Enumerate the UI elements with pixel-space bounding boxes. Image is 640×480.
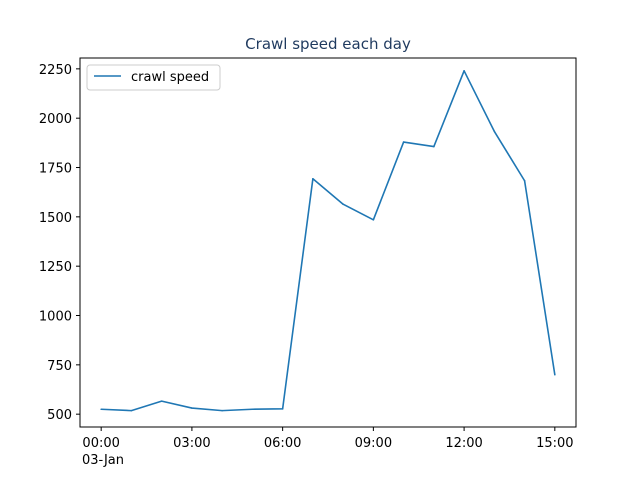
y-tick-label: 500 bbox=[47, 408, 72, 423]
data-point bbox=[342, 203, 344, 206]
data-point bbox=[312, 177, 314, 180]
legend-box bbox=[86, 64, 221, 91]
x-axis: 00:00 03:00 06:00 09:00 12:00 15:00 bbox=[82, 427, 574, 451]
x-tick-label: 00:00 bbox=[82, 436, 119, 451]
series-layer bbox=[100, 70, 556, 412]
x-tick-label: 09:00 bbox=[355, 436, 392, 451]
x-date-label: 03-Jan bbox=[82, 453, 124, 468]
y-tick-label: 1750 bbox=[39, 162, 72, 177]
y-axis: 500 750 1000 1250 1500 1750 2000 2250 bbox=[39, 63, 80, 423]
legend: crawl speed bbox=[86, 64, 221, 91]
data-point bbox=[281, 408, 284, 410]
data-point bbox=[433, 145, 435, 148]
x-tick-label: 03:00 bbox=[173, 436, 210, 451]
y-tick-label: 750 bbox=[47, 359, 72, 374]
data-point bbox=[554, 373, 556, 376]
y-tick-label: 1000 bbox=[39, 310, 72, 325]
x-tick-label: 06:00 bbox=[264, 436, 301, 451]
data-point bbox=[100, 408, 102, 411]
data-point bbox=[402, 141, 405, 143]
x-tick-label: 12:00 bbox=[445, 436, 482, 451]
plot-frame bbox=[79, 57, 577, 428]
y-tick-label: 1250 bbox=[39, 260, 72, 275]
data-point bbox=[130, 409, 133, 412]
data-point bbox=[372, 219, 375, 221]
y-tick-label: 1500 bbox=[39, 211, 72, 226]
data-point bbox=[463, 70, 465, 72]
data-point bbox=[251, 408, 254, 411]
data-point bbox=[523, 179, 526, 182]
data-point bbox=[191, 407, 193, 409]
data-point bbox=[221, 409, 223, 412]
legend-label-crawl-speed: crawl speed bbox=[131, 70, 209, 85]
chart-title: Crawl speed each day bbox=[245, 35, 411, 53]
series-line-crawl-speed bbox=[101, 70, 556, 412]
x-tick-label: 15:00 bbox=[536, 436, 573, 451]
y-tick-label: 2000 bbox=[39, 112, 72, 127]
data-point bbox=[493, 130, 496, 133]
data-point bbox=[160, 400, 163, 402]
y-tick-label: 2250 bbox=[39, 63, 72, 78]
